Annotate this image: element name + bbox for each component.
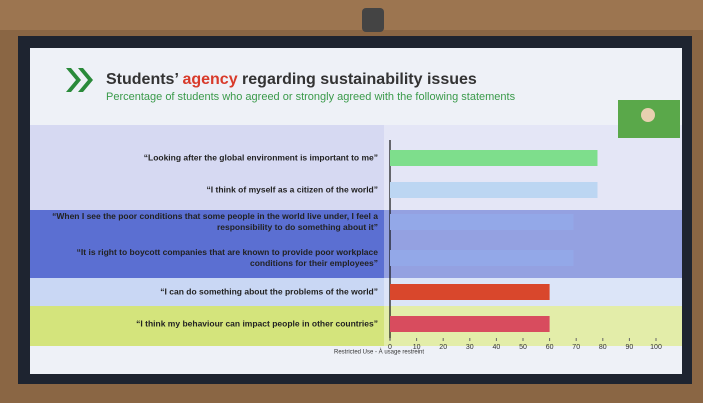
title-part: Students’ bbox=[106, 71, 182, 88]
bar bbox=[390, 182, 597, 198]
x-tick-label: 10 bbox=[413, 344, 421, 351]
x-tick-label: 20 bbox=[439, 344, 447, 351]
category-label: “When I see the poor conditions that som… bbox=[38, 211, 378, 233]
category-label: “It is right to boycott companies that a… bbox=[38, 247, 378, 269]
x-tick-label: 80 bbox=[599, 344, 607, 351]
screenshot: Students’ agency regarding sustainabilit… bbox=[0, 0, 703, 403]
category-label: “I think my behaviour can impact people … bbox=[38, 319, 378, 330]
x-tick-label: 40 bbox=[493, 344, 501, 351]
chart-title: Students’ agency regarding sustainabilit… bbox=[106, 71, 477, 88]
chart: Students’ agency regarding sustainabilit… bbox=[0, 0, 703, 403]
bar bbox=[390, 150, 597, 166]
x-tick-label: 60 bbox=[546, 344, 554, 351]
x-tick-label: 90 bbox=[626, 344, 634, 351]
bar bbox=[390, 316, 550, 332]
title-part: regarding sustainability issues bbox=[238, 71, 477, 88]
category-label: “I think of myself as a citizen of the w… bbox=[38, 185, 378, 196]
x-tick-label: 70 bbox=[572, 344, 580, 351]
bar bbox=[390, 284, 550, 300]
x-tick-label: 0 bbox=[388, 344, 392, 351]
bar bbox=[390, 214, 574, 230]
x-tick-label: 30 bbox=[466, 344, 474, 351]
x-tick-label: 100 bbox=[650, 344, 662, 351]
title-part: agency bbox=[182, 71, 237, 88]
category-label: “Looking after the global environment is… bbox=[38, 153, 378, 164]
chart-subtitle: Percentage of students who agreed or str… bbox=[106, 91, 516, 103]
x-tick-label: 50 bbox=[519, 344, 527, 351]
video-person bbox=[641, 108, 655, 122]
footnote: Restricted Use - À usage restreint bbox=[334, 349, 424, 356]
category-label: “I can do something about the problems o… bbox=[38, 287, 378, 298]
wall-top bbox=[0, 0, 703, 30]
bar bbox=[390, 250, 574, 266]
camera bbox=[362, 8, 384, 32]
